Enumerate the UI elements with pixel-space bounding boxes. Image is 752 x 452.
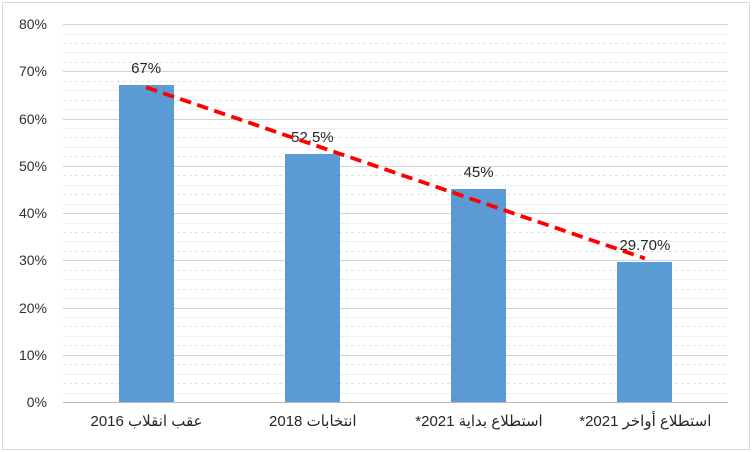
gridline-minor [63,326,728,328]
y-axis-tick-label: 20% [18,299,47,316]
plot-area: 67% 52.5% 45% 29.70% [63,24,728,403]
gridline-major [63,24,728,25]
gridline-major [63,260,728,262]
gridline-minor [63,298,728,300]
gridline-minor [63,269,728,271]
y-axis-tick-label: 80% [18,16,47,32]
bar [118,85,174,402]
gridline-major [63,307,728,309]
bar-data-label: 45% [463,164,494,182]
gridline-minor [63,33,728,35]
x-axis-category-label: استطلاع أواخر 2021* [579,413,712,430]
gridline-minor [63,335,728,337]
bar [617,261,673,402]
y-axis-tick-label: 30% [18,252,47,269]
bar-data-label: 52.5% [291,128,334,146]
bar [284,153,340,402]
gridline-minor [63,52,728,54]
bar-data-label: 29.70% [619,236,671,254]
gridline-minor [63,345,728,347]
x-axis-category-label: عقب انقلاب 2016 [90,413,203,430]
y-axis-tick-label: 40% [18,205,47,221]
x-axis-category-label: انتخابات 2018 [269,413,357,430]
gridline-minor [63,373,728,375]
bar-data-label: 67% [131,60,162,78]
gridline-major [63,354,728,356]
gridline-minor [63,364,728,366]
gridline-minor [63,61,728,63]
gridline-minor [63,392,728,394]
y-axis-tick-label: 70% [18,63,47,80]
x-axis-line [63,402,728,403]
gridline-minor [63,42,728,44]
y-axis-tick-label: 0% [26,394,47,410]
gridline-minor [63,288,728,290]
gridline-minor [63,383,728,385]
gridline-minor [63,279,728,281]
y-axis-tick-label: 50% [18,157,47,174]
gridline-major [63,71,728,73]
y-axis-tick-label: 60% [18,110,47,127]
gridline-minor [63,316,728,318]
y-axis-tick-label: 10% [18,346,47,363]
bar [451,189,507,402]
x-axis-category-label: استطلاع بداية 2021* [415,413,543,430]
gridline-minor [63,80,728,82]
